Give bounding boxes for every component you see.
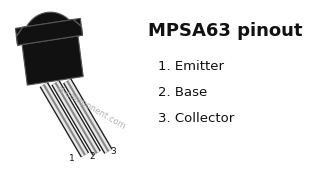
Text: 1. Emitter: 1. Emitter [158,60,224,73]
Polygon shape [15,18,83,45]
Text: 3: 3 [110,147,116,156]
Text: 1: 1 [69,155,75,164]
Text: 2: 2 [89,152,95,161]
Text: MPSA63 pinout: MPSA63 pinout [149,22,303,40]
Polygon shape [17,20,83,45]
Text: 2. Base: 2. Base [158,86,207,99]
Text: 3. Collector: 3. Collector [158,112,234,125]
Polygon shape [22,12,83,85]
Text: el-component.com: el-component.com [55,84,127,132]
